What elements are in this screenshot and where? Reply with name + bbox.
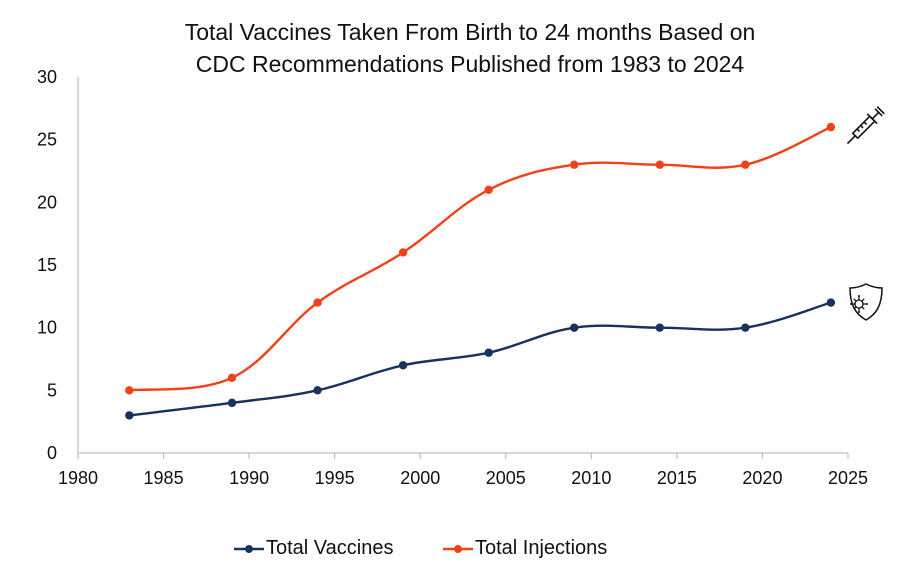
data-point-total-injections	[655, 160, 664, 169]
data-point-total-vaccines	[484, 348, 493, 357]
axes: 1980 1985 1990 1995 2000 2005 2010 2015 2020 2025…	[37, 67, 868, 488]
x-tick-label: 1995	[315, 468, 355, 488]
data-point-total-injections	[398, 248, 408, 257]
y-tick-label: 20	[37, 192, 57, 212]
data-point-total-vaccines	[398, 361, 408, 370]
data-point-total-vaccines	[125, 411, 134, 420]
shield-virus-icon	[849, 283, 883, 321]
data-point-total-injections	[227, 373, 237, 382]
series-points	[125, 122, 836, 420]
series-line-total-vaccines	[129, 301, 832, 417]
y-tick-label: 30	[37, 67, 57, 87]
legend-item-total-vaccines: Total Vaccines	[234, 537, 393, 560]
x-tick-label: 2000	[400, 468, 440, 488]
y-tick-label: 0	[47, 443, 57, 463]
series-lines	[129, 126, 832, 417]
legend: Total Vaccines Total Injections	[0, 537, 917, 563]
legend-label-total-vaccines: Total Vaccines	[266, 537, 394, 559]
data-point-total-vaccines	[227, 398, 237, 408]
legend-label-total-injections: Total Injections	[475, 537, 608, 559]
x-tick-label: 2015	[657, 468, 697, 488]
data-point-total-injections	[741, 160, 750, 169]
x-tick-label: 2005	[486, 468, 526, 488]
legend-item-total-injections: Total Injections	[443, 537, 607, 560]
data-point-total-vaccines	[826, 298, 836, 307]
series-line-total-injections	[129, 126, 832, 392]
data-point-total-injections	[826, 122, 836, 132]
data-point-total-vaccines	[313, 386, 322, 395]
x-tick-label: 1980	[58, 468, 98, 488]
syringe-icon	[846, 106, 885, 145]
data-point-total-injections	[125, 386, 134, 395]
data-point-total-injections	[570, 160, 579, 169]
x-tick-label: 1985	[144, 468, 184, 488]
y-tick-label: 5	[47, 380, 57, 400]
legend-swatch-total-injections	[443, 544, 473, 553]
y-tick-label: 10	[37, 318, 57, 338]
data-point-total-injections	[313, 298, 322, 307]
x-tick-label: 2020	[742, 468, 782, 488]
x-tick-label: 2025	[828, 468, 868, 488]
data-point-total-injections	[484, 185, 493, 194]
y-tick-label: 15	[37, 255, 57, 275]
chart-title-line-1: Total Vaccines Taken From Birth to 24 mo…	[184, 19, 756, 45]
x-tick-label: 1990	[229, 468, 269, 488]
data-point-total-vaccines	[570, 323, 579, 332]
y-tick-label: 25	[37, 130, 57, 150]
x-tick-label: 2010	[571, 468, 611, 488]
legend-swatch-total-vaccines	[234, 544, 264, 553]
data-point-total-vaccines	[741, 323, 750, 332]
chart-title-line-2: CDC Recommendations Published from 1983 …	[195, 51, 745, 77]
data-point-total-vaccines	[655, 323, 664, 332]
line-chart: 1980 1985 1990 1995 2000 2005 2010 2015 2020 2025…	[37, 67, 868, 488]
chart-title: Total Vaccines Taken From Birth to 24 mo…	[0, 16, 917, 80]
